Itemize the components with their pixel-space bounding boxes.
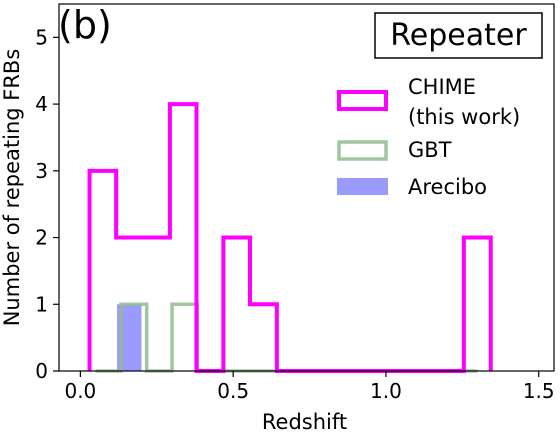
y-tick-label: 4 <box>35 92 48 116</box>
y-tick-label: 3 <box>35 159 48 183</box>
y-tick-label: 0 <box>35 359 48 383</box>
legend-label-chime: CHIME <box>408 75 476 99</box>
chart-annotations: (b) Repeater <box>58 3 543 59</box>
panel-label: (b) <box>58 3 112 47</box>
x-tick-label: 0.0 <box>64 379 96 403</box>
legend-label-arecibo: Arecibo <box>408 175 487 199</box>
repeater-label: Repeater <box>390 18 527 53</box>
y-tick-label: 1 <box>35 292 48 316</box>
x-axis-title: Redshift <box>262 410 347 434</box>
repeater-label-box <box>374 12 543 59</box>
legend-item-chime: CHIME (this work) <box>337 75 520 129</box>
legend-item-arecibo: Arecibo <box>337 175 487 199</box>
legend-label-chime: (this work) <box>408 105 520 129</box>
legend-item-gbt: GBT <box>337 138 452 162</box>
legend-swatch-chime <box>337 90 388 111</box>
y-axis-title: Number of repeating FRBs <box>0 49 24 327</box>
x-tick-label: 1.5 <box>523 379 555 403</box>
y-tick-label: 2 <box>35 226 48 250</box>
x-tick-label: 0.5 <box>217 379 249 403</box>
legend: CHIME (this work) GBT Arecibo <box>337 75 520 199</box>
legend-swatch-arecibo <box>337 178 388 195</box>
x-tick-label: 1.0 <box>370 379 402 403</box>
gbt-histogram-step <box>95 302 478 373</box>
axes-frame <box>58 3 555 372</box>
legend-label-gbt: GBT <box>408 138 452 162</box>
axes: 0.0 0.5 1.0 1.5 0 1 2 3 4 5 Redshift Number of repe… <box>0 3 555 434</box>
legend-swatch-gbt <box>337 140 388 161</box>
y-tick-label: 5 <box>35 25 48 49</box>
